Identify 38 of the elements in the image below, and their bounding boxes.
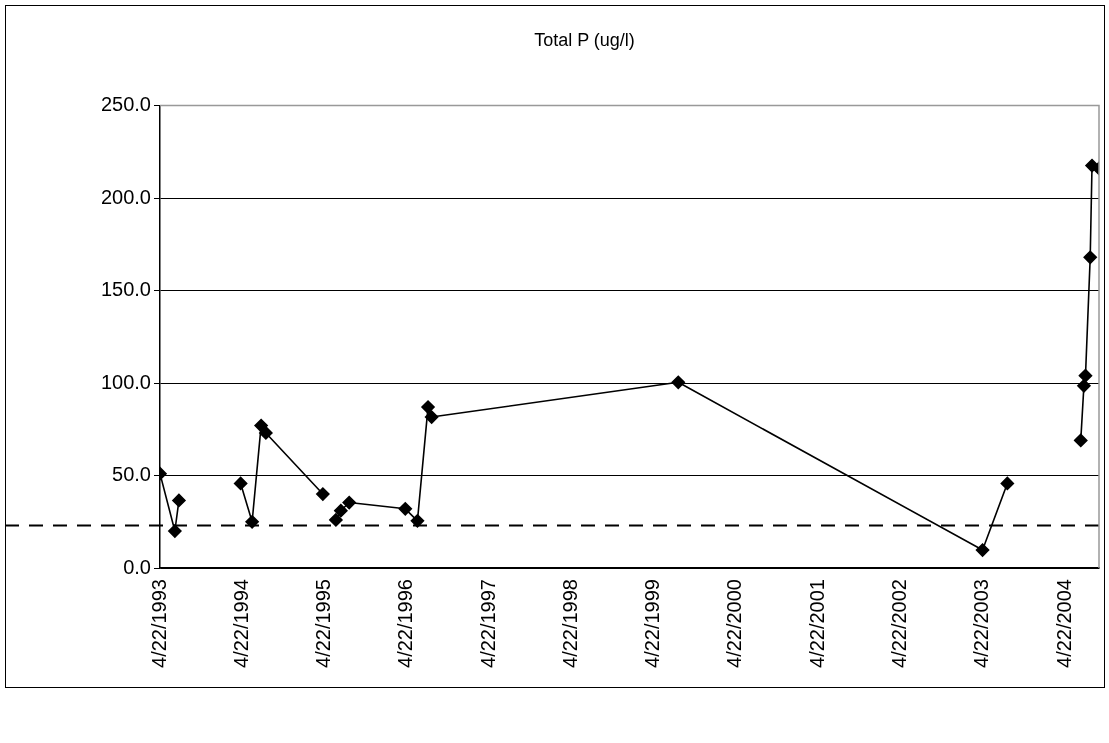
point [172,493,186,508]
x-tick-label: 4/22/1994 [229,579,252,668]
chart-title: Total P (ug/l) [534,29,635,50]
point [259,426,273,440]
x-tick-label: 4/22/1996 [394,579,417,668]
x-tick-label: 4/22/1997 [476,579,499,668]
point [1083,250,1098,265]
point [316,487,330,501]
point [168,524,182,538]
point [975,543,990,557]
x-tick-label: 4/22/1999 [641,579,663,668]
point [245,514,259,529]
point [329,513,343,527]
point [334,503,348,518]
point [421,400,435,414]
y-tick-label: 250.0 [100,93,151,116]
y-tick-label: 200.0 [100,185,151,208]
x-tick-label: 4/22/2000 [723,579,746,668]
point [424,410,439,424]
x-tick-label: 4/22/2003 [970,579,993,668]
x-tick-label: 4/22/2002 [887,579,910,668]
x-tick-label: 4/22/1993 [147,579,170,668]
y-tick-label: 50.0 [112,463,151,486]
point [671,375,686,390]
y-tick-label: 0.0 [123,555,151,578]
y-tick-label: 150.0 [100,278,151,301]
point [342,495,356,510]
point [1077,379,1091,393]
point [233,476,248,491]
y-tick-label: 100.0 [100,370,151,393]
x-tick-label: 4/22/1998 [558,579,581,668]
point [1078,368,1093,383]
point [1073,433,1088,448]
x-tick-label: 4/22/2004 [1052,579,1075,668]
x-tick-label: 4/22/1995 [311,579,334,668]
point [398,502,413,516]
x-tick-label: 4/22/2001 [805,579,828,668]
point [1000,476,1015,491]
